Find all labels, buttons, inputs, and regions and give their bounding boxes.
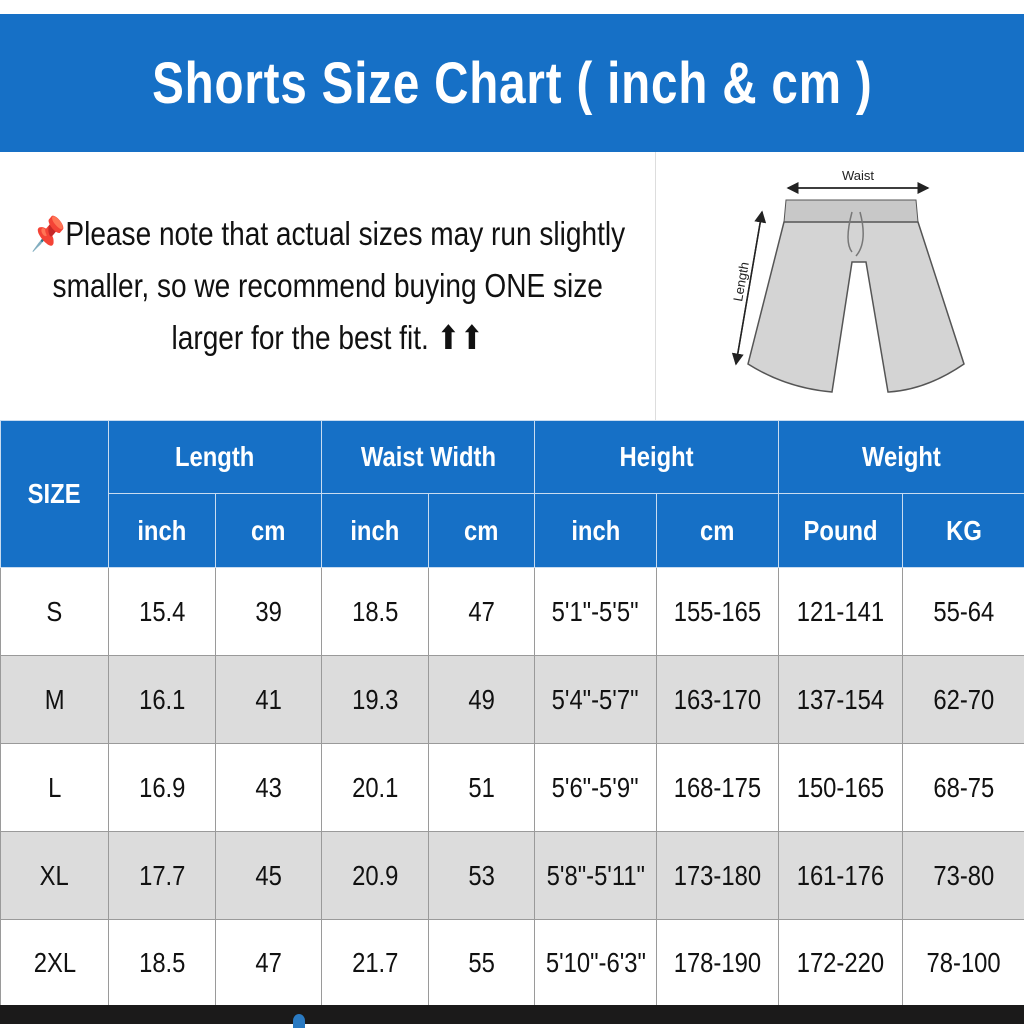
table-cell: 150-165	[779, 744, 903, 832]
table-cell: 18.5	[322, 568, 429, 656]
table-cell: 121-141	[779, 568, 903, 656]
unit-header: inch	[535, 494, 657, 568]
table-cell: 16.9	[109, 744, 216, 832]
top-strip	[0, 0, 1024, 14]
table-cell: 5'1"-5'5"	[535, 568, 657, 656]
table-cell: 5'10"-6'3"	[535, 920, 657, 1006]
header-row-groups: SIZE Length Waist Width Height Weight	[1, 421, 1024, 494]
note-line-1: 📌Please note that actual sizes may run s…	[30, 208, 625, 260]
group-header: Height	[535, 421, 779, 494]
pushpin-icon: 📌	[30, 208, 65, 260]
table-cell: 49	[429, 656, 535, 744]
unit-header: KG	[903, 494, 1024, 568]
group-header: Weight	[779, 421, 1024, 494]
table-cell: 47	[216, 920, 322, 1006]
sizing-note: 📌Please note that actual sizes may run s…	[0, 152, 656, 420]
size-cell: M	[1, 656, 109, 744]
table-cell: 20.1	[322, 744, 429, 832]
table-cell: 20.9	[322, 832, 429, 920]
group-header: Length	[109, 421, 322, 494]
table-cell: 5'6"-5'9"	[535, 744, 657, 832]
unit-header: cm	[429, 494, 535, 568]
unit-header: inch	[322, 494, 429, 568]
table-cell: 73-80	[903, 832, 1024, 920]
table-cell: 19.3	[322, 656, 429, 744]
table-cell: 47	[429, 568, 535, 656]
page-title: Shorts Size Chart ( inch & cm )	[152, 50, 872, 117]
table-cell: 68-75	[903, 744, 1024, 832]
table-cell: 5'4"-5'7"	[535, 656, 657, 744]
size-cell: XL	[1, 832, 109, 920]
table-cell: 168-175	[657, 744, 779, 832]
size-cell: 2XL	[1, 920, 109, 1006]
table-cell: 51	[429, 744, 535, 832]
table-cell: 173-180	[657, 832, 779, 920]
table-cell: 137-154	[779, 656, 903, 744]
table-cell: 178-190	[657, 920, 779, 1006]
drop-icon	[293, 1014, 305, 1028]
table-cell: 16.1	[109, 656, 216, 744]
table-cell: 39	[216, 568, 322, 656]
size-header: SIZE	[1, 421, 109, 568]
table-cell: 18.5	[109, 920, 216, 1006]
table-cell: 62-70	[903, 656, 1024, 744]
length-label: Length	[730, 261, 752, 303]
table-cell: 41	[216, 656, 322, 744]
size-table: SIZE Length Waist Width Height Weight in…	[0, 420, 1024, 1006]
table-cell: 155-165	[657, 568, 779, 656]
table-cell: 161-176	[779, 832, 903, 920]
table-cell: 163-170	[657, 656, 779, 744]
unit-header: cm	[657, 494, 779, 568]
unit-header: inch	[109, 494, 216, 568]
unit-header: Pound	[779, 494, 903, 568]
table-cell: 21.7	[322, 920, 429, 1006]
table-cell: 172-220	[779, 920, 903, 1006]
bottom-bar	[0, 1005, 1024, 1024]
size-cell: S	[1, 568, 109, 656]
note-line-2: smaller, so we recommend buying ONE size	[52, 260, 602, 312]
table-cell: 45	[216, 832, 322, 920]
table-cell: 55-64	[903, 568, 1024, 656]
table-cell: 5'8"-5'11"	[535, 832, 657, 920]
table-cell: 55	[429, 920, 535, 1006]
waist-label: Waist	[842, 168, 874, 183]
table-cell: 78-100	[903, 920, 1024, 1006]
group-header: Waist Width	[322, 421, 535, 494]
table-cell: 17.7	[109, 832, 216, 920]
size-cell: L	[1, 744, 109, 832]
table-cell: 53	[429, 832, 535, 920]
table-cell: 15.4	[109, 568, 216, 656]
unit-header: cm	[216, 494, 322, 568]
title-banner: Shorts Size Chart ( inch & cm )	[0, 14, 1024, 152]
note-line-3: larger for the best fit. ⬆⬆	[171, 312, 483, 364]
table-cell: 43	[216, 744, 322, 832]
shorts-diagram: Waist Length	[656, 152, 1024, 420]
note-text-1: Please note that actual sizes may run sl…	[65, 215, 625, 252]
